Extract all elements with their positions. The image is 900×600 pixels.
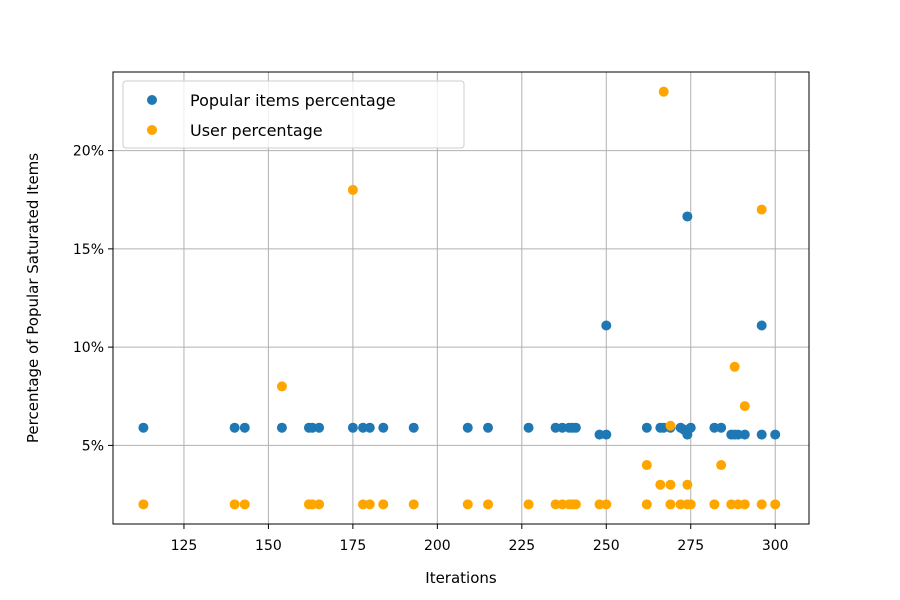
user-percentage-point: [229, 499, 240, 510]
popular-items-point: [347, 422, 358, 433]
x-tick-label: 250: [593, 538, 620, 554]
user-percentage-point: [716, 460, 727, 471]
popular-items-point: [756, 429, 767, 440]
user-percentage-point: [364, 499, 375, 510]
popular-items-point: [229, 422, 240, 433]
user-percentage-point: [601, 499, 612, 510]
user-percentage-point: [655, 479, 666, 490]
x-tick-label: 200: [424, 538, 451, 554]
user-percentage-point: [756, 204, 767, 215]
user-percentage-point: [665, 420, 676, 431]
x-axis-label: Iterations: [425, 569, 497, 587]
popular-items-point: [408, 422, 419, 433]
popular-items-point: [601, 429, 612, 440]
popular-items-point: [276, 422, 287, 433]
user-percentage-point: [658, 86, 669, 97]
popular-items-point: [378, 422, 389, 433]
popular-items-point: [601, 320, 612, 331]
plot-area-frame: [112, 71, 810, 525]
user-percentage-point: [138, 499, 149, 510]
legend-label-user: User percentage: [190, 121, 323, 140]
legend-box: [122, 80, 465, 149]
legend-label-popular-items: Popular items percentage: [190, 91, 396, 110]
user-percentage-point: [483, 499, 494, 510]
user-percentage-point: [709, 499, 720, 510]
user-percentage-point: [770, 499, 781, 510]
axis-ticks: 125 150 175 200 225 250 275 300 5% 10% 15% 20%: [73, 144, 789, 554]
x-tick-label: 275: [677, 538, 704, 554]
popular-items-point: [716, 422, 727, 433]
user-percentage-point: [239, 499, 250, 510]
popular-items-point: [483, 422, 494, 433]
user-percentage-point: [462, 499, 473, 510]
user-percentage-point: [739, 499, 750, 510]
user-percentage-point: [314, 499, 325, 510]
y-tick-label: 20%: [73, 144, 104, 160]
user-percentage-point: [641, 499, 652, 510]
popular-items-point: [138, 422, 149, 433]
user-percentage-point: [523, 499, 534, 510]
user-percentage-point: [641, 460, 652, 471]
y-tick-label: 10%: [73, 340, 104, 356]
user-percentage-point: [739, 401, 750, 412]
user-percentage-point: [729, 361, 740, 372]
x-tick-label: 125: [171, 538, 198, 554]
x-tick-label: 300: [762, 538, 789, 554]
user-percentage-point: [276, 381, 287, 392]
y-axis-label: Percentage of Popular Saturated Items: [24, 153, 42, 443]
popular-items-point: [523, 422, 534, 433]
popular-items-point: [462, 422, 473, 433]
popular-items-point: [685, 422, 696, 433]
user-percentage-point: [685, 499, 696, 510]
popular-items-point: [770, 429, 781, 440]
popular-items-point: [739, 429, 750, 440]
user-percentage-point: [378, 499, 389, 510]
data-points: [138, 86, 781, 510]
user-percentage-point: [665, 479, 676, 490]
x-tick-label: 175: [340, 538, 367, 554]
popular-items-point: [364, 422, 375, 433]
y-tick-label: 5%: [82, 438, 104, 454]
x-tick-label: 225: [508, 538, 535, 554]
user-percentage-point: [347, 184, 358, 195]
popular-items-point: [314, 422, 325, 433]
popular-items-point: [682, 211, 693, 222]
x-tick-label: 150: [255, 538, 282, 554]
user-percentage-point: [570, 499, 581, 510]
popular-items-point: [641, 422, 652, 433]
user-percentage-point: [756, 499, 767, 510]
user-percentage-point: [665, 499, 676, 510]
popular-items-point: [756, 320, 767, 331]
y-tick-label: 15%: [73, 242, 104, 258]
popular-items-point: [570, 422, 581, 433]
user-percentage-point: [408, 499, 419, 510]
user-percentage-point: [682, 479, 693, 490]
popular-items-point: [239, 422, 250, 433]
legend-marker-popular-items: [147, 95, 157, 105]
legend-marker-user: [147, 125, 157, 135]
legend: Popular items percentage User percentage: [122, 80, 465, 149]
